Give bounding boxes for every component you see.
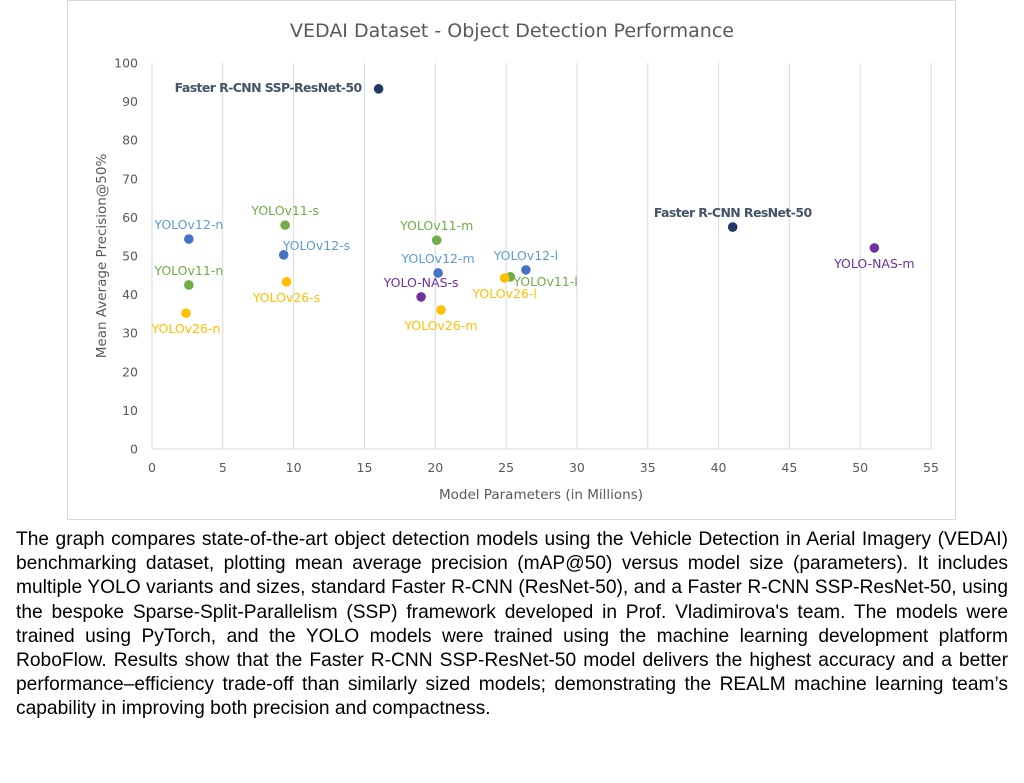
x-tick-label: 55 (923, 460, 939, 475)
x-tick-label: 40 (711, 460, 727, 475)
y-tick-label: 80 (122, 133, 138, 148)
data-point (184, 234, 194, 244)
x-tick-label: 5 (219, 460, 227, 475)
y-tick-label: 30 (122, 326, 138, 341)
data-label: YOLOv12-n (153, 217, 223, 232)
data-label: YOLOv12-m (401, 251, 475, 266)
data-point (436, 305, 446, 315)
data-point (499, 273, 510, 283)
data-point (181, 308, 191, 318)
data-label: Faster R-CNN ResNet-50 (654, 205, 813, 220)
y-tick-label: 40 (122, 287, 138, 302)
data-point (278, 250, 289, 260)
y-axis-label: Mean Average Precision@50% (94, 154, 110, 359)
scatter-chart: VEDAI Dataset - Object Detection Perform… (94, 20, 939, 503)
y-tick-label: 60 (122, 210, 138, 225)
data-label: YOLOv26-s (252, 290, 320, 305)
x-tick-label: 15 (357, 460, 373, 475)
data-label: Faster R-CNN SSP-ResNet-50 (175, 80, 363, 95)
data-label: YOLOv26-m (403, 318, 477, 333)
chart-caption: The graph compares state-of-the-art obje… (16, 529, 1008, 720)
y-tick-label: 10 (122, 403, 138, 418)
data-label: YOLOv11-m (399, 218, 473, 233)
x-tick-label: 35 (640, 460, 656, 475)
x-tick-label: 10 (286, 460, 302, 475)
data-label: YOLO-NAS-m (833, 256, 915, 271)
data-label: YOLOv12-s (282, 238, 350, 253)
data-point (281, 277, 292, 287)
data-label: YOLOv12-l (493, 248, 558, 263)
data-label: YOLOv11-l (512, 274, 577, 289)
data-point (433, 268, 443, 278)
x-tick-label: 25 (498, 460, 514, 475)
x-tick-label: 50 (852, 460, 868, 475)
data-point (416, 292, 426, 302)
y-tick-label: 0 (130, 442, 138, 457)
data-point (184, 280, 194, 290)
y-tick-label: 100 (114, 56, 138, 71)
y-tick-label: 70 (122, 171, 138, 186)
x-axis-label: Model Parameters (in Millions) (439, 487, 643, 503)
data-label: YOLOv11-n (153, 263, 223, 278)
data-point (373, 84, 384, 94)
x-tick-label: 0 (148, 460, 156, 475)
chart-title: VEDAI Dataset - Object Detection Perform… (290, 20, 734, 42)
data-label: YOLO-NAS-s (383, 275, 459, 290)
y-tick-label: 90 (122, 94, 138, 109)
data-label: YOLOv11-s (250, 203, 318, 218)
y-tick-label: 20 (122, 364, 138, 379)
data-label: YOLOv26-n (151, 321, 221, 336)
data-point (727, 222, 738, 232)
x-tick-label: 20 (427, 460, 443, 475)
data-point (280, 220, 290, 230)
data-point (521, 265, 531, 275)
x-tick-label: 45 (781, 460, 797, 475)
data-label: YOLOv26-l (471, 286, 536, 301)
chart-frame: VEDAI Dataset - Object Detection Perform… (67, 0, 956, 520)
y-tick-label: 50 (122, 249, 138, 264)
data-point (431, 235, 442, 245)
x-tick-label: 30 (569, 460, 585, 475)
data-point (869, 243, 880, 253)
